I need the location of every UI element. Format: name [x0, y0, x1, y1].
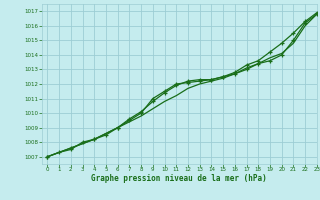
X-axis label: Graphe pression niveau de la mer (hPa): Graphe pression niveau de la mer (hPa): [91, 174, 267, 183]
